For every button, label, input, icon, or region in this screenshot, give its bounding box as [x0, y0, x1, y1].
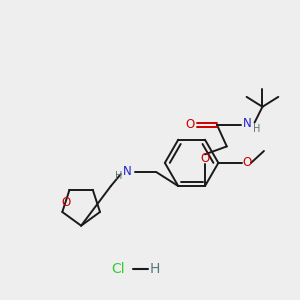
Text: H: H	[150, 262, 160, 276]
Text: O: O	[200, 152, 210, 165]
Text: O: O	[61, 196, 70, 209]
Text: N: N	[123, 165, 132, 178]
Text: O: O	[242, 156, 252, 170]
Text: N: N	[243, 117, 252, 130]
Text: H: H	[253, 124, 260, 134]
Text: O: O	[185, 118, 195, 131]
Text: Cl: Cl	[112, 262, 125, 276]
Text: H: H	[115, 171, 122, 181]
